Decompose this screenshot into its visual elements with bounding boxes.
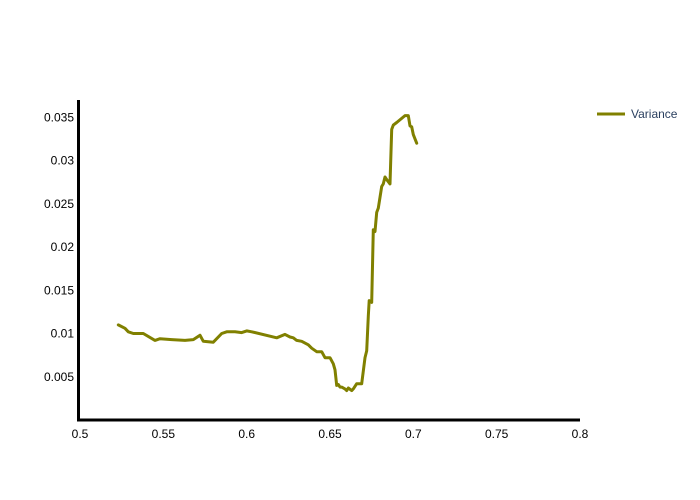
y-tick-label: 0.02: [51, 240, 75, 254]
x-tick-label: 0.6: [238, 427, 255, 441]
x-tick-label: 0.65: [318, 427, 342, 441]
y-tick-label: 0.01: [51, 327, 75, 341]
x-tick-label: 0.55: [152, 427, 176, 441]
y-tick-label: 0.03: [51, 154, 75, 168]
legend-label: Variance: [631, 107, 678, 121]
y-tick-label: 0.015: [44, 283, 74, 297]
y-tick-label: 0.025: [44, 197, 74, 211]
y-tick-label: 0.005: [44, 370, 74, 384]
x-tick-label: 0.7: [405, 427, 422, 441]
x-tick-label: 0.5: [72, 427, 89, 441]
x-tick-label: 0.75: [485, 427, 509, 441]
x-tick-label: 0.8: [572, 427, 589, 441]
y-tick-label: 0.035: [44, 110, 74, 124]
